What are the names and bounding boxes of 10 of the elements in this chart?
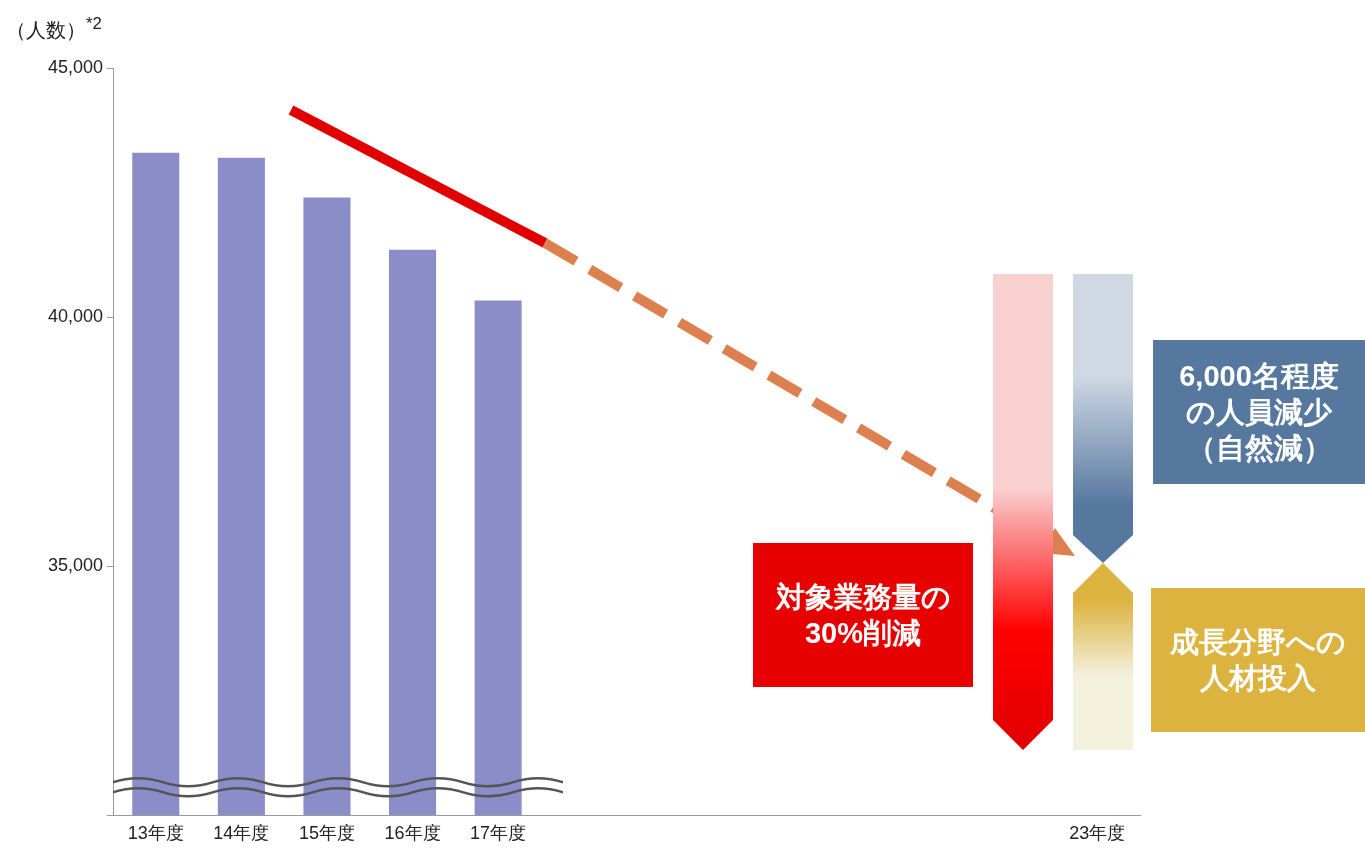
x-tick-label: 14年度 (213, 822, 270, 843)
x-tick-label: 15年度 (298, 822, 355, 843)
y-tick-label: 40,000 (47, 305, 103, 326)
y-axis-title: （人数）$^{*2}$ (6, 14, 102, 43)
x-tick-label: 17年度 (470, 822, 527, 843)
y-tick-label: 45,000 (47, 56, 103, 77)
x-tick-label: 13年度 (127, 822, 184, 843)
y-tick-label: 35,000 (47, 554, 103, 575)
x-tick-label: 16年度 (384, 822, 441, 843)
x-tick-label: 23年度 (1069, 822, 1126, 843)
